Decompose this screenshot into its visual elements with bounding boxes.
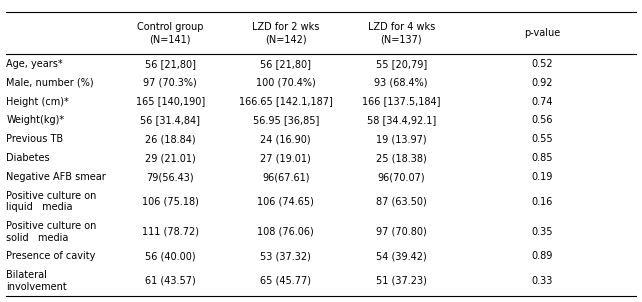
- Text: Bilateral
involvement: Bilateral involvement: [6, 270, 67, 292]
- Text: 56.95 [36,85]: 56.95 [36,85]: [252, 115, 319, 125]
- Text: 108 (76.06): 108 (76.06): [257, 227, 314, 237]
- Text: 0.55: 0.55: [532, 134, 553, 144]
- Text: Weight(kg)*: Weight(kg)*: [6, 115, 65, 125]
- Text: 79(56.43): 79(56.43): [146, 172, 194, 182]
- Text: Presence of cavity: Presence of cavity: [6, 251, 96, 261]
- Text: 24 (16.90): 24 (16.90): [261, 134, 311, 144]
- Text: Positive culture on
solid   media: Positive culture on solid media: [6, 221, 97, 243]
- Text: 56 (40.00): 56 (40.00): [145, 251, 195, 261]
- Text: 165 [140,190]: 165 [140,190]: [135, 97, 205, 107]
- Text: 58 [34.4,92.1]: 58 [34.4,92.1]: [367, 115, 436, 125]
- Text: 51 (37.23): 51 (37.23): [376, 276, 427, 286]
- Text: 106 (74.65): 106 (74.65): [257, 197, 314, 207]
- Text: 0.92: 0.92: [532, 78, 553, 88]
- Text: 93 (68.4%): 93 (68.4%): [374, 78, 428, 88]
- Text: 56 [21,80]: 56 [21,80]: [260, 59, 311, 69]
- Text: 97 (70.80): 97 (70.80): [376, 227, 427, 237]
- Text: LZD for 2 wks
(N=142): LZD for 2 wks (N=142): [252, 22, 319, 44]
- Text: 111 (78.72): 111 (78.72): [142, 227, 198, 237]
- Text: 0.74: 0.74: [532, 97, 553, 107]
- Text: 61 (43.57): 61 (43.57): [144, 276, 196, 286]
- Text: Male, number (%): Male, number (%): [6, 78, 94, 88]
- Text: 0.16: 0.16: [532, 197, 553, 207]
- Text: 0.52: 0.52: [532, 59, 553, 69]
- Text: 0.19: 0.19: [532, 172, 553, 182]
- Text: 26 (18.84): 26 (18.84): [145, 134, 195, 144]
- Text: Age, years*: Age, years*: [6, 59, 63, 69]
- Text: LZD for 4 wks
(N=137): LZD for 4 wks (N=137): [368, 22, 435, 44]
- Text: Height (cm)*: Height (cm)*: [6, 97, 69, 107]
- Text: 106 (75.18): 106 (75.18): [142, 197, 198, 207]
- Text: 55 [20,79]: 55 [20,79]: [376, 59, 427, 69]
- Text: 53 (37.32): 53 (37.32): [260, 251, 311, 261]
- Text: 0.33: 0.33: [532, 276, 553, 286]
- Text: 97 (70.3%): 97 (70.3%): [143, 78, 197, 88]
- Text: 54 (39.42): 54 (39.42): [376, 251, 427, 261]
- Text: Positive culture on
liquid   media: Positive culture on liquid media: [6, 191, 97, 212]
- Text: 56 [31.4,84]: 56 [31.4,84]: [140, 115, 200, 125]
- Text: Control group
(N=141): Control group (N=141): [137, 22, 204, 44]
- Text: 0.89: 0.89: [532, 251, 553, 261]
- Text: p-value: p-value: [525, 28, 560, 38]
- Text: 0.56: 0.56: [532, 115, 553, 125]
- Text: 0.35: 0.35: [532, 227, 553, 237]
- Text: 25 (18.38): 25 (18.38): [376, 153, 427, 163]
- Text: 56 [21,80]: 56 [21,80]: [144, 59, 196, 69]
- Text: 29 (21.01): 29 (21.01): [144, 153, 196, 163]
- Text: 0.85: 0.85: [532, 153, 553, 163]
- Text: 87 (63.50): 87 (63.50): [376, 197, 427, 207]
- Text: 65 (45.77): 65 (45.77): [260, 276, 311, 286]
- Text: 166 [137.5,184]: 166 [137.5,184]: [362, 97, 440, 107]
- Text: 96(70.07): 96(70.07): [377, 172, 425, 182]
- Text: Previous TB: Previous TB: [6, 134, 64, 144]
- Text: 96(67.61): 96(67.61): [262, 172, 309, 182]
- Text: 27 (19.01): 27 (19.01): [260, 153, 311, 163]
- Text: Diabetes: Diabetes: [6, 153, 50, 163]
- Text: 166.65 [142.1,187]: 166.65 [142.1,187]: [239, 97, 333, 107]
- Text: 100 (70.4%): 100 (70.4%): [256, 78, 316, 88]
- Text: 19 (13.97): 19 (13.97): [376, 134, 426, 144]
- Text: Negative AFB smear: Negative AFB smear: [6, 172, 106, 182]
